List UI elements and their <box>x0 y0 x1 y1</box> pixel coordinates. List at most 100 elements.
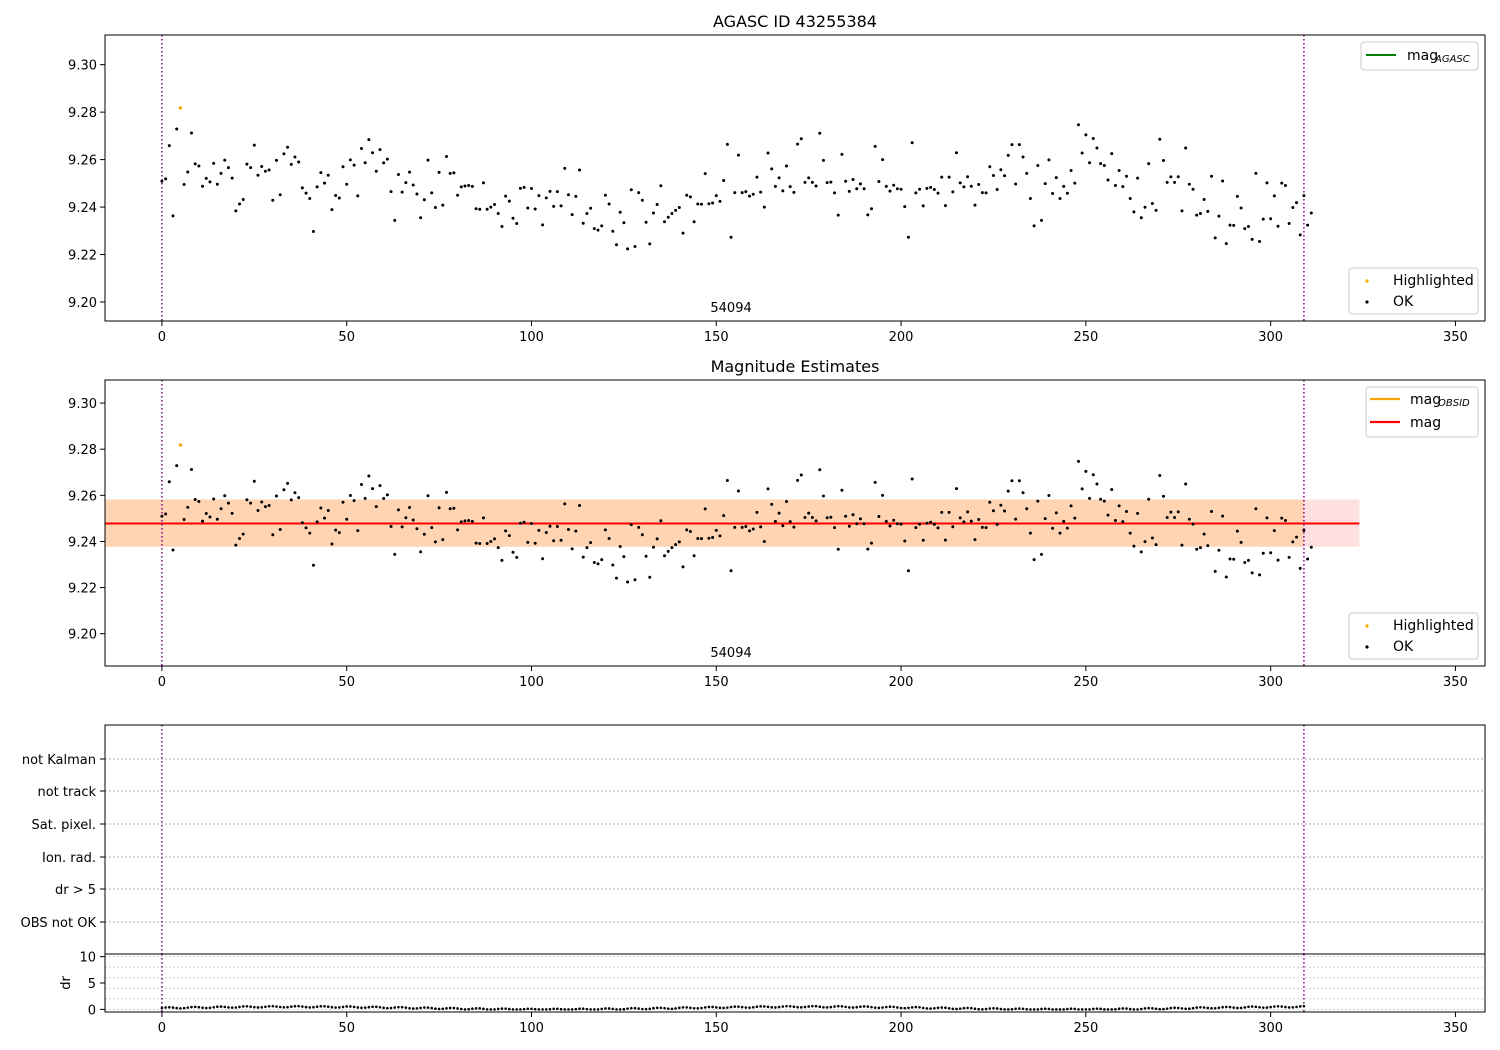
mag-ok-point <box>666 549 670 553</box>
agasc-ok-point <box>204 176 208 180</box>
agasc-ok-point <box>633 244 637 248</box>
dr-point <box>260 1005 264 1009</box>
mag-ok-point <box>740 525 744 529</box>
agasc-ok-point <box>566 193 570 197</box>
agasc-ok-point <box>541 223 545 227</box>
mag-ok-point <box>714 528 718 532</box>
mag-ok-point <box>729 569 733 573</box>
mag-ok-point <box>622 555 626 559</box>
dr-point <box>201 1006 204 1010</box>
mag-ok-point <box>637 525 641 529</box>
agasc-ok-point <box>548 189 552 193</box>
dr-point <box>1276 1004 1280 1008</box>
agasc-ok-point <box>260 164 264 168</box>
mag-ok-point <box>389 524 393 528</box>
mag-ok-point <box>518 521 522 525</box>
mag-ok-point <box>906 569 910 573</box>
mag-ok-point <box>910 477 914 481</box>
agasc-ok-point <box>382 161 386 165</box>
dr-point <box>618 1008 622 1011</box>
dr-point <box>1058 1008 1062 1011</box>
mag-ok-point <box>895 522 899 526</box>
agasc-ok-point <box>844 179 848 183</box>
dr-point <box>1210 1007 1213 1010</box>
mag-ok-point <box>836 547 840 551</box>
dr-point <box>604 1007 607 1010</box>
dr-point <box>378 1005 382 1009</box>
agasc-ok-point <box>304 191 308 195</box>
agasc-xtick-label-250: 250 <box>1073 330 1098 345</box>
dr-point <box>925 1007 929 1010</box>
dr-point <box>282 1006 286 1009</box>
mag-ok-point <box>345 517 349 521</box>
dr-point <box>286 1005 289 1009</box>
dr-point <box>944 1006 947 1010</box>
dr-xtick-label-350: 350 <box>1443 1021 1468 1036</box>
mag-ok-point <box>892 518 896 522</box>
dr-point <box>1014 1007 1017 1011</box>
mag-ok-point <box>541 557 545 561</box>
dr-point <box>267 1004 271 1008</box>
mag-ok-point <box>611 563 615 567</box>
agasc-ok-point <box>940 175 944 179</box>
dr-xtick-label-200: 200 <box>889 1021 914 1036</box>
dr-point <box>888 1005 892 1009</box>
dr-point <box>541 1008 544 1011</box>
agasc-ok-point <box>796 142 800 146</box>
mag-ok-point <box>988 500 992 504</box>
dr-point <box>700 1006 703 1010</box>
agasc-ok-point <box>363 161 367 165</box>
dr-point <box>951 1007 955 1011</box>
dr-point <box>1191 1006 1195 1010</box>
mag-ok-point <box>311 563 315 567</box>
mag-ok-point <box>1125 509 1129 513</box>
dr-point <box>574 1007 578 1011</box>
agasc-ok-point <box>160 179 164 183</box>
agasc-ok-point <box>966 175 970 179</box>
mag-ok-point <box>241 532 245 536</box>
agasc-ok-point <box>463 184 467 188</box>
mag-ok-point <box>374 505 378 509</box>
dr-point <box>1099 1007 1102 1011</box>
agasc-ok-point <box>1206 209 1210 213</box>
dr-point <box>751 1006 755 1009</box>
agasc-ok-point <box>1113 183 1117 187</box>
dr-point <box>1073 1007 1077 1011</box>
agasc-ok-point <box>1254 171 1258 175</box>
mag-ok-point <box>323 516 327 520</box>
agasc-ok-point <box>663 220 667 224</box>
mag-ok-point <box>189 467 193 471</box>
mag-ok-point <box>1206 544 1210 548</box>
dr-point <box>278 1005 282 1009</box>
agasc-ok-point <box>1003 174 1007 178</box>
mag-ok-point <box>1184 482 1188 486</box>
dr-point <box>1213 1006 1217 1010</box>
dr-point <box>740 1005 744 1009</box>
agasc-ok-point <box>278 193 282 197</box>
dr-point <box>1250 1005 1254 1008</box>
flag-label-3: Ion. rad. <box>42 851 96 866</box>
agasc-ok-point <box>356 194 360 198</box>
mag-ok-point <box>319 506 323 510</box>
dr-point <box>1084 1008 1088 1011</box>
mag-ok-point <box>1213 569 1217 573</box>
mag-ytick-label-4: 9.28 <box>68 443 97 458</box>
mag-ok-point <box>618 545 622 549</box>
agasc-ok-point <box>282 152 286 156</box>
mag-ok-point <box>1147 497 1151 501</box>
agasc-ok-point <box>906 235 910 239</box>
agasc-ok-point <box>984 191 988 195</box>
mag-ok-point <box>810 515 814 519</box>
dr-point <box>1217 1006 1221 1010</box>
dr-point <box>315 1005 319 1009</box>
mag-ytick-label-1: 9.22 <box>68 582 97 597</box>
dr-point <box>448 1006 452 1010</box>
dr-point <box>289 1005 293 1008</box>
agasc-ok-point <box>929 185 933 189</box>
flag-label-0: not Kalman <box>22 753 96 768</box>
dr-point <box>1095 1007 1099 1010</box>
dr-point <box>1003 1008 1006 1011</box>
agasc-ok-point <box>452 171 456 175</box>
mag-ok-point <box>1176 510 1180 514</box>
mag-ok-point <box>1158 473 1162 477</box>
